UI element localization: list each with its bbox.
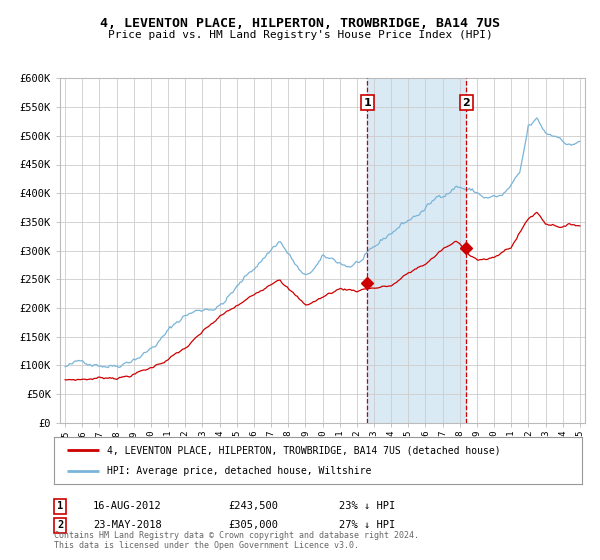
Text: 23-MAY-2018: 23-MAY-2018	[93, 520, 162, 530]
Text: Contains HM Land Registry data © Crown copyright and database right 2024.
This d: Contains HM Land Registry data © Crown c…	[54, 530, 419, 550]
Text: 2: 2	[463, 97, 470, 108]
Text: 1: 1	[57, 501, 63, 511]
Text: 2: 2	[57, 520, 63, 530]
Text: 23% ↓ HPI: 23% ↓ HPI	[339, 501, 395, 511]
Text: 1: 1	[364, 97, 371, 108]
Text: 16-AUG-2012: 16-AUG-2012	[93, 501, 162, 511]
Text: 27% ↓ HPI: 27% ↓ HPI	[339, 520, 395, 530]
Bar	[367, 78, 466, 423]
Text: Price paid vs. HM Land Registry's House Price Index (HPI): Price paid vs. HM Land Registry's House …	[107, 30, 493, 40]
Text: 4, LEVENTON PLACE, HILPERTON, TROWBRIDGE, BA14 7US (detached house): 4, LEVENTON PLACE, HILPERTON, TROWBRIDGE…	[107, 445, 500, 455]
Text: HPI: Average price, detached house, Wiltshire: HPI: Average price, detached house, Wilt…	[107, 466, 371, 476]
Text: £305,000: £305,000	[228, 520, 278, 530]
Text: £243,500: £243,500	[228, 501, 278, 511]
Text: 4, LEVENTON PLACE, HILPERTON, TROWBRIDGE, BA14 7US: 4, LEVENTON PLACE, HILPERTON, TROWBRIDGE…	[100, 17, 500, 30]
